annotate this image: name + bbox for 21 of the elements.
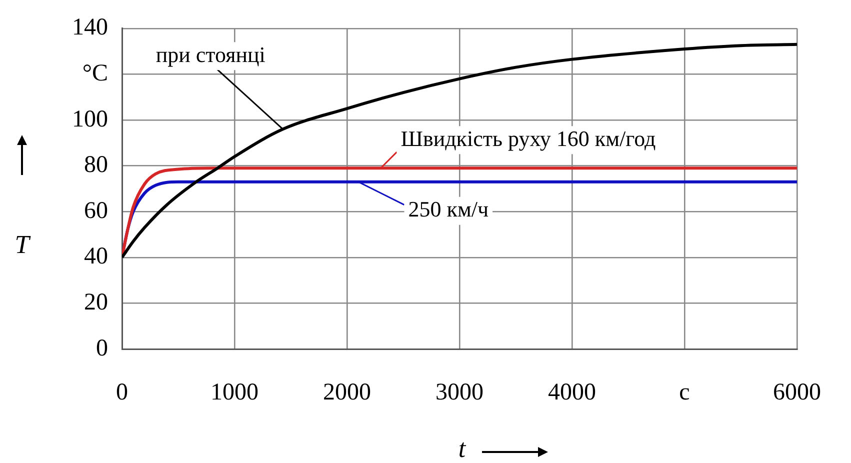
line-series (122, 42, 797, 259)
y-tick-label: 20 (84, 289, 108, 316)
x-tick-label: 6000 (773, 380, 821, 406)
x-tick-label: 1000 (210, 380, 258, 406)
x-tick-label: 4000 (548, 380, 596, 406)
x-tick-label: 3000 (436, 380, 484, 406)
y-tick-label: 80 (84, 152, 108, 178)
x-axis-title: t (458, 434, 466, 463)
y-tick-label: 140 (72, 14, 108, 41)
y-tick-label: 40 (84, 244, 108, 270)
x-tick-label: с (679, 380, 690, 406)
x-tick-label: 0 (116, 380, 128, 406)
annotation: Швидкість руху 160 км/год (400, 126, 656, 151)
x-tick-label: 2000 (323, 380, 371, 406)
y-tick-label: °C (82, 60, 108, 86)
y-tick-label: 60 (84, 198, 108, 224)
y-tick-label: 0 (96, 335, 108, 362)
y-axis-title: T (14, 230, 31, 259)
y-tick-label: 100 (72, 106, 108, 132)
annotation: 250 км/ч (408, 196, 489, 222)
annotation: при стоянці (156, 42, 266, 67)
